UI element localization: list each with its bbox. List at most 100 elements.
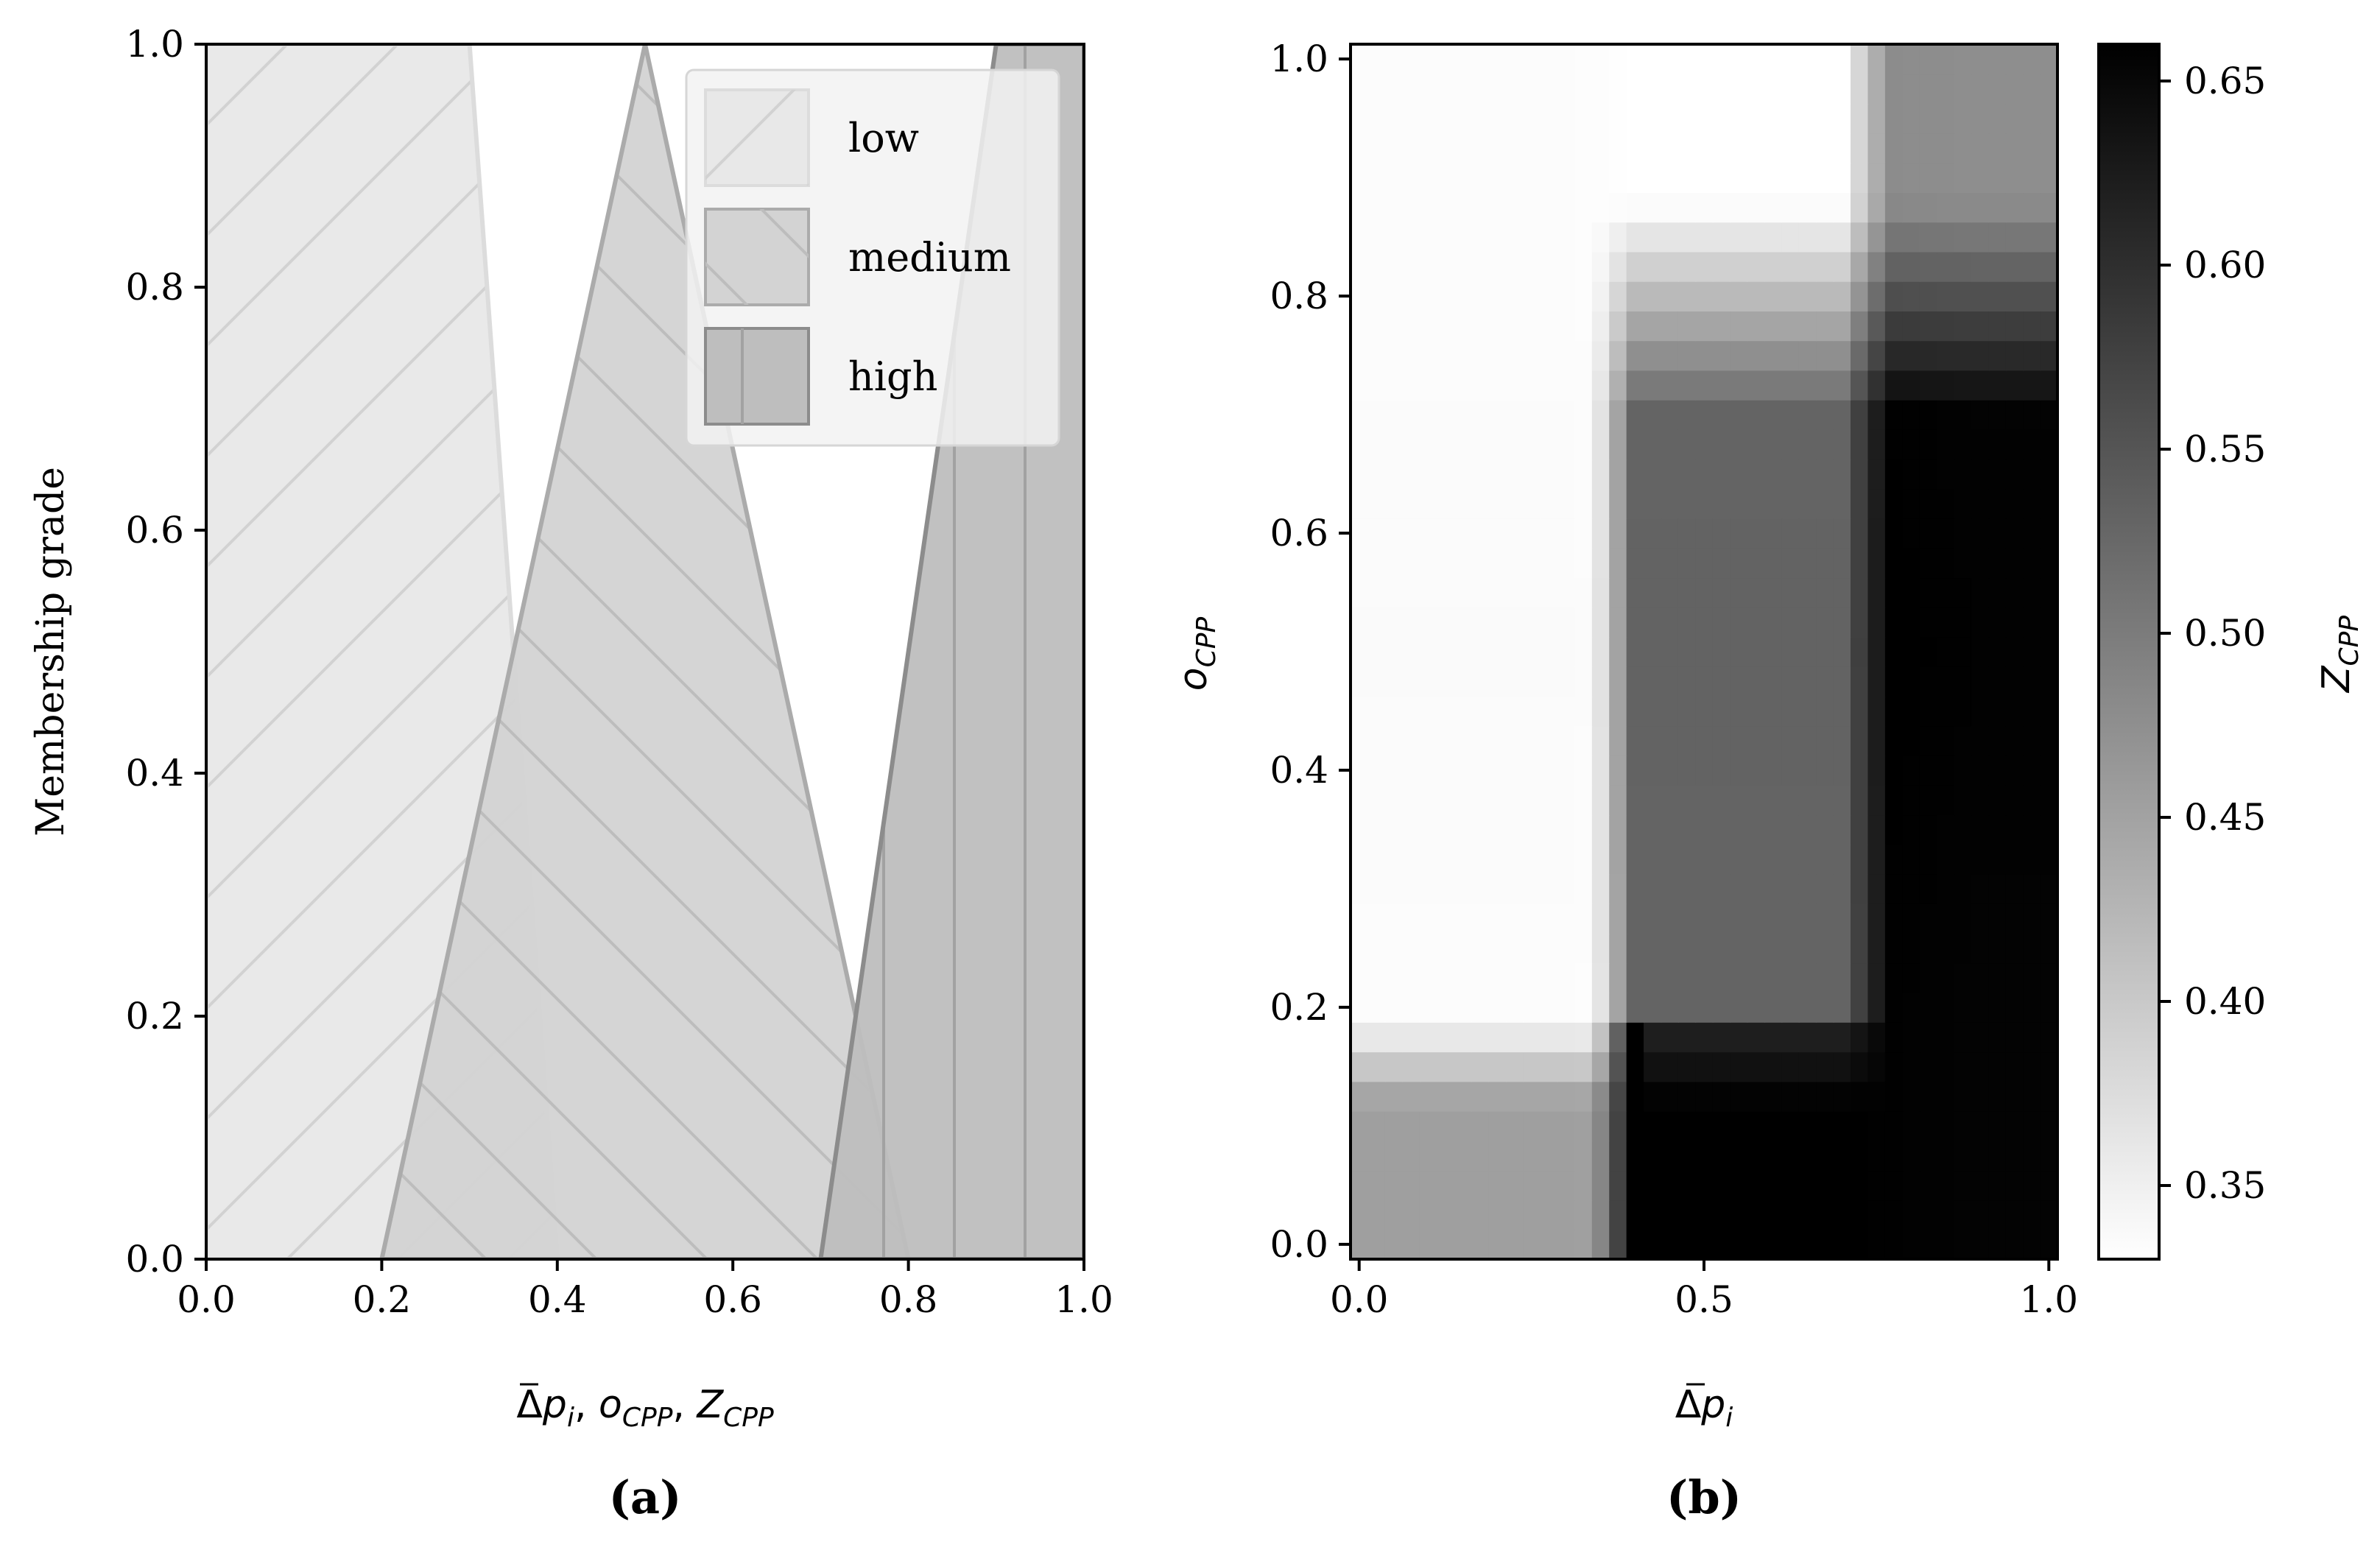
heatmap-cell <box>2005 399 2024 430</box>
heatmap-cell <box>1988 162 2007 194</box>
panel-b-heatmap: 0.0 0.5 1.00.00.20.40.60.81.0 oCPP Δpi (b)… <box>1172 38 2365 1524</box>
heatmap-cell <box>1695 133 1714 163</box>
heatmap-cell <box>2005 1229 2024 1260</box>
heatmap-cell <box>1764 488 1783 519</box>
heatmap-cell <box>1867 340 1886 371</box>
heatmap-cell <box>1851 251 1869 282</box>
heatmap-cell <box>1471 103 1490 134</box>
heatmap-cell <box>2023 725 2041 756</box>
heatmap-cell <box>1867 607 1886 638</box>
heatmap-cell <box>1609 281 1627 311</box>
heatmap-cell <box>1695 103 1714 134</box>
heatmap-cell <box>1971 222 1990 253</box>
heatmap-cell <box>1402 636 1420 667</box>
heatmap-cell <box>2005 1022 2024 1053</box>
heatmap-cell <box>1488 725 1507 756</box>
heatmap-cell <box>1884 1022 1904 1053</box>
heatmap-cell <box>1661 548 1679 579</box>
heatmap-cell <box>1884 133 1904 163</box>
heatmap-cell <box>1798 251 1817 282</box>
heatmap-cell <box>1781 933 1800 964</box>
heatmap-cell <box>1902 962 1920 993</box>
heatmap-cell <box>1557 281 1576 311</box>
heatmap-cell <box>1591 607 1610 638</box>
heatmap-cell <box>1677 311 1697 342</box>
heatmap-cell <box>1419 488 1437 519</box>
heatmap-cell <box>1419 399 1437 430</box>
heatmap-cell <box>1367 74 1386 105</box>
heatmap-cell <box>1919 903 1937 934</box>
heatmap-cell <box>2040 399 2058 430</box>
heatmap-cell <box>1798 962 1817 993</box>
heatmap-cell <box>1781 370 1800 401</box>
heatmap-cell <box>1867 281 1886 311</box>
heatmap-cell <box>2005 962 2024 993</box>
heatmap-cell <box>1954 577 1972 608</box>
heatmap-cell <box>1833 1051 1851 1082</box>
y-tick-label-b: 0.6 <box>1270 512 1328 554</box>
heatmap-cell <box>1851 1110 1869 1141</box>
heatmap-cell <box>1954 192 1972 223</box>
heatmap-cell <box>1988 844 2007 875</box>
heatmap-cell <box>1988 44 2007 75</box>
heatmap-cell <box>1677 429 1697 460</box>
heatmap-cell <box>1505 696 1524 727</box>
heatmap-cell <box>1971 785 1990 816</box>
heatmap-cell <box>1574 1170 1593 1201</box>
heatmap-cell <box>1884 251 1904 282</box>
heatmap-cell <box>1954 814 1972 845</box>
heatmap-cell <box>1937 311 1955 342</box>
heatmap-cell <box>1471 933 1490 964</box>
heatmap-cell <box>1712 873 1731 904</box>
heatmap-cell <box>1540 222 1558 253</box>
heatmap-cell <box>1557 755 1576 786</box>
heatmap-cell <box>1402 992 1420 1023</box>
heatmap-cell <box>1523 340 1541 371</box>
heatmap-cell <box>1902 1051 1920 1082</box>
heatmap-cell <box>1902 133 1920 163</box>
heatmap-cell <box>1644 962 1662 993</box>
heatmap-cell <box>1505 103 1524 134</box>
heatmap-cell <box>1695 192 1714 223</box>
heatmap-cell <box>1677 577 1697 608</box>
heatmap-cell <box>1988 962 2007 993</box>
heatmap-cell <box>1402 74 1420 105</box>
x-tick-label-a: 0.0 <box>177 1278 236 1321</box>
heatmap-cell <box>1419 340 1437 371</box>
heatmap-cell <box>1816 1110 1834 1141</box>
heatmap-cell <box>1626 74 1644 105</box>
heatmap-cell <box>1626 1229 1644 1260</box>
heatmap-cell <box>1764 933 1783 964</box>
heatmap-cell <box>1523 636 1541 667</box>
heatmap-cell <box>2023 873 2041 904</box>
heatmap-cell <box>1505 1170 1524 1201</box>
heatmap-cell <box>1454 1229 1472 1260</box>
heatmap-cell <box>1988 133 2007 163</box>
heatmap-cell <box>1781 1051 1800 1082</box>
heatmap-cell <box>1798 785 1817 816</box>
heatmap-cell <box>2005 1110 2024 1141</box>
heatmap-cell <box>1419 785 1437 816</box>
heatmap-cell <box>1954 636 1972 667</box>
heatmap-cell <box>1902 666 1920 697</box>
heatmap-cell <box>1988 607 2007 638</box>
heatmap-cell <box>2040 1081 2058 1112</box>
x-tick-label-a: 0.2 <box>353 1278 412 1321</box>
heatmap-cell <box>1884 162 1904 194</box>
heatmap-cell <box>1384 1110 1404 1141</box>
heatmap-cell <box>1851 281 1869 311</box>
heatmap-cell <box>1867 1110 1886 1141</box>
heatmap-cell <box>1747 696 1765 727</box>
heatmap-cell <box>1747 1229 1765 1260</box>
heatmap-cell <box>1747 281 1765 311</box>
heatmap-cell <box>1523 577 1541 608</box>
heatmap-cell <box>1781 577 1800 608</box>
heatmap-cell <box>1661 1110 1679 1141</box>
heatmap-cell <box>1851 133 1869 163</box>
heatmap-cell <box>1523 74 1541 105</box>
heatmap-cell <box>1540 162 1558 194</box>
heatmap-cell <box>1661 1022 1679 1053</box>
heatmap-cell <box>1764 103 1783 134</box>
heatmap-cell <box>2005 548 2024 579</box>
heatmap-cell <box>1988 548 2007 579</box>
